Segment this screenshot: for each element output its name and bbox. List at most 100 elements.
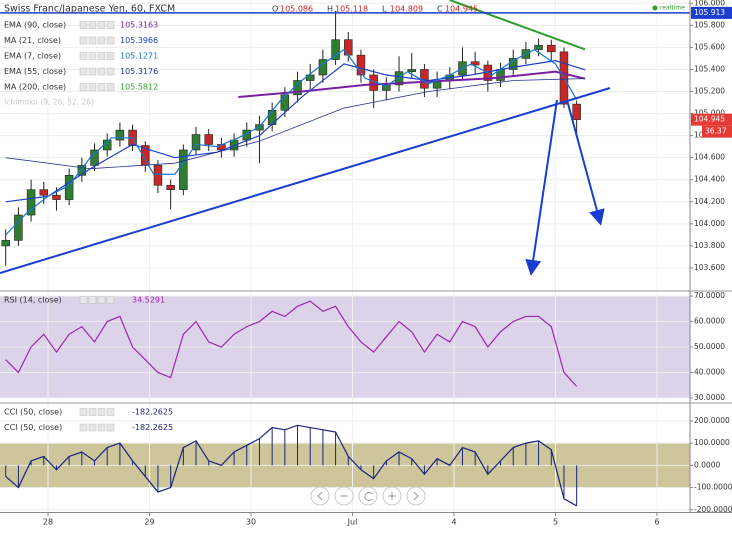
y-tick-label: 200.0000 [694, 416, 730, 425]
candle-body [179, 149, 188, 190]
arrow [566, 99, 605, 226]
pane-data [5, 300, 578, 387]
candle-body [344, 39, 353, 56]
legend-icon [88, 408, 97, 416]
drawings [0, 87, 611, 276]
legend-icon [79, 83, 88, 91]
y-tick-label: 70.0000 [694, 291, 725, 300]
legend-icon [79, 423, 88, 432]
legend-name: EMA (55, close) [4, 67, 66, 76]
timer-label: 36.37 [705, 127, 727, 136]
bands [0, 296, 690, 488]
legend-icon [97, 36, 106, 45]
x-tick-label: 4 [451, 518, 456, 527]
scroll-left-button[interactable] [310, 486, 330, 506]
candle-body [39, 189, 49, 196]
trend-line [0, 87, 611, 274]
ohlc-label: O [272, 5, 278, 14]
candle-body [420, 69, 429, 89]
last-price-tag [691, 113, 732, 126]
y-tick-label: 103.600 [694, 263, 725, 272]
labels: 103.600 103.800 104.000 104.200 104.400 104.6… [4, 0, 732, 527]
legend-value: 34.5291 [132, 296, 165, 305]
y-tick-label: -200.0000 [694, 505, 732, 514]
candle-body [394, 71, 404, 86]
y-tick-label: 40.0000 [694, 367, 725, 376]
candle-body [204, 134, 213, 145]
y-tick-label: 103.800 [694, 241, 725, 250]
y-tick-label: 30.0000 [694, 393, 725, 402]
legend-name: RSI (14, close) [4, 296, 62, 305]
series-line [449, 0, 586, 51]
y-tick-label: 105.800 [694, 20, 725, 29]
y-tick-label: -100.0000 [694, 483, 732, 492]
legend-value: 105.3966 [120, 36, 158, 45]
realtime-dot [652, 5, 658, 11]
candle-body [267, 109, 277, 125]
legend-icon [97, 21, 106, 29]
ohlc-label: H [327, 5, 333, 14]
x-tick-label: 30 [246, 518, 256, 527]
legend-icon [106, 67, 115, 76]
series-line [238, 70, 586, 99]
candle-body [52, 194, 61, 200]
y-tick-label: 104.400 [694, 175, 725, 184]
icon [413, 491, 419, 501]
ohlc-value: 104.809 [390, 5, 423, 14]
grid [0, 0, 690, 512]
price-tag-label: 105.913 [694, 8, 725, 17]
y-tick-label: 105.200 [694, 87, 725, 96]
y-tick-label: 104.600 [694, 153, 725, 162]
legend-icon [97, 296, 106, 304]
pane-data [5, 424, 578, 507]
legend-icon [88, 21, 97, 29]
arrow [525, 99, 558, 276]
legend-icon [106, 296, 115, 304]
legend-icon [106, 36, 115, 45]
series-line [5, 78, 586, 170]
data-marks [0, 0, 690, 507]
candle-body [166, 184, 175, 190]
candle-body [470, 61, 480, 66]
candle-body [1, 240, 10, 247]
candle-body [191, 134, 201, 151]
x-tick-label: Jul [347, 518, 358, 527]
legend-icon [97, 408, 106, 416]
legend-icon [97, 52, 106, 60]
nav-buttons [310, 486, 426, 506]
legend-icon [79, 408, 88, 416]
legend-icon [106, 408, 115, 416]
y-tick-label: 104.000 [694, 219, 725, 228]
icon [317, 491, 323, 501]
legend-icon [88, 83, 97, 91]
series-line [5, 300, 578, 387]
legend-icon [79, 67, 88, 76]
candle-body [280, 94, 290, 111]
legend-value: 105.3163 [120, 21, 158, 30]
legend-value: -182.2625 [132, 408, 173, 417]
legend-name: EMA (7, close) [4, 52, 61, 61]
legend-name: MA (200, close) [4, 83, 66, 92]
candle-body [90, 149, 99, 166]
legend-value: 105.5812 [120, 83, 158, 92]
legend-icon [97, 83, 106, 91]
x-tick-label: 29 [144, 518, 154, 527]
legend-icon [88, 67, 97, 76]
reset-button[interactable] [358, 486, 378, 506]
scroll-right-button[interactable] [406, 486, 426, 506]
x-tick-label: 5 [553, 518, 558, 527]
ohlc-label: C [437, 5, 443, 14]
candle-body [305, 74, 315, 81]
candle-body [407, 69, 416, 72]
y-tick-label: 105.600 [694, 42, 725, 51]
legend-icon [106, 52, 115, 60]
legend-name: CCI (50, close) [4, 423, 62, 432]
legend-icon [79, 296, 88, 304]
legend-value: -182.2625 [132, 423, 173, 432]
legend-icon [106, 21, 115, 29]
candle-body [547, 44, 556, 53]
legend-name: EMA (90, close) [4, 21, 66, 30]
y-tick-label: 106.000 [694, 0, 725, 7]
y-tick-label: 50.0000 [694, 342, 725, 351]
